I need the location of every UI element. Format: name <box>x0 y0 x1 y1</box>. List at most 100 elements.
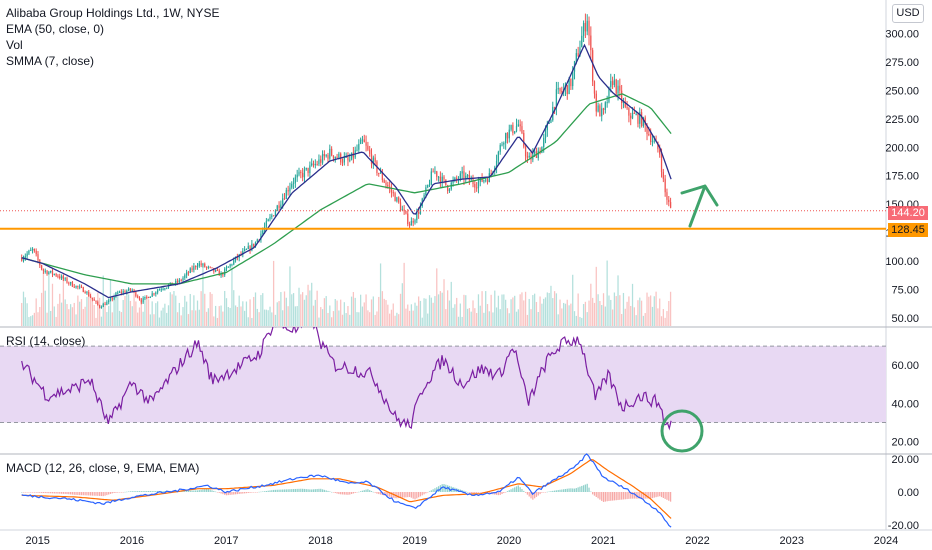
candle-body <box>470 179 472 181</box>
volume-bar <box>552 298 554 326</box>
circle-annotation <box>660 409 704 453</box>
histogram-bar <box>240 492 242 494</box>
candle-body <box>142 298 144 303</box>
histogram-bar <box>242 492 244 494</box>
candle-body <box>129 288 132 291</box>
ema-legend[interactable]: EMA (50, close, 0) <box>6 22 105 36</box>
candle-body <box>205 267 208 269</box>
histogram-bar <box>236 492 239 495</box>
volume-bar <box>207 308 210 326</box>
volume-bar <box>648 296 650 326</box>
candle-body <box>635 113 637 115</box>
candle-body <box>274 210 277 216</box>
volume-bar <box>240 306 242 326</box>
histogram-bar <box>182 490 184 492</box>
candle-body <box>459 173 461 180</box>
candle-body <box>454 177 456 181</box>
volume-bar <box>505 299 507 326</box>
histogram-bar <box>526 492 529 495</box>
volume-bar <box>80 299 83 326</box>
volume-bar <box>338 310 340 326</box>
volume-bar <box>631 283 634 326</box>
candle-body <box>378 173 380 175</box>
volume-bar <box>465 295 467 326</box>
histogram-bar <box>149 491 152 492</box>
smma-legend[interactable]: SMMA (7, close) <box>6 54 95 68</box>
volume-bar <box>184 295 186 326</box>
candle-body <box>35 250 37 255</box>
candle-body <box>483 180 485 182</box>
candle-body <box>164 288 166 290</box>
volume-bar <box>285 297 287 326</box>
volume-bar <box>97 292 99 326</box>
histogram-bar <box>356 492 358 493</box>
histogram-bar <box>59 492 61 494</box>
candle-body <box>390 187 393 193</box>
volume-bar <box>653 296 655 326</box>
candle-body <box>137 296 139 298</box>
histogram-bar <box>318 488 320 492</box>
histogram-bar <box>30 492 32 493</box>
macd-title[interactable]: MACD (12, 26, close, 9, EMA, EMA) <box>6 461 200 475</box>
histogram-bar <box>216 492 219 493</box>
volume-bar <box>521 292 523 326</box>
histogram-bar <box>352 492 355 494</box>
histogram-bar <box>117 492 119 493</box>
candle-body <box>225 267 228 269</box>
candle-body <box>84 292 86 294</box>
histogram-bar <box>66 492 68 495</box>
histogram-bar <box>234 492 237 495</box>
volume-bar <box>495 307 498 326</box>
histogram-bar <box>187 490 190 492</box>
volume-bar <box>251 317 253 326</box>
histogram-bar <box>282 489 284 492</box>
histogram-bar <box>610 492 612 501</box>
candle-body <box>651 141 654 143</box>
volume-bar <box>512 297 514 326</box>
chart-title: Alibaba Group Holdings Ltd., 1W, NYSE <box>6 6 220 20</box>
histogram-bar <box>247 492 249 493</box>
candle-body <box>156 290 159 293</box>
candle-body <box>476 187 478 189</box>
volume-bar <box>476 312 478 326</box>
time-tick-label: 2019 <box>402 535 426 547</box>
candle-body <box>102 303 104 308</box>
histogram-bar <box>434 488 436 492</box>
rsi-title[interactable]: RSI (14, close) <box>6 334 86 348</box>
histogram-bar <box>546 491 548 493</box>
candle-body <box>138 297 141 300</box>
candle-body <box>231 264 233 266</box>
volume-bar <box>539 296 541 326</box>
candle-body <box>408 224 411 226</box>
volume-bar <box>421 317 423 326</box>
histogram-bar <box>98 492 101 496</box>
histogram-bar <box>213 490 215 492</box>
histogram-bar <box>657 492 659 497</box>
volume-bar <box>430 297 432 326</box>
volume-bar <box>445 309 447 326</box>
volume-bars <box>21 260 672 326</box>
candle-body <box>416 211 418 221</box>
currency-button[interactable]: USD <box>892 4 924 23</box>
histogram-bar <box>642 492 645 499</box>
volume-bar <box>62 274 65 326</box>
candle-body <box>256 239 258 242</box>
candle-body <box>577 53 579 57</box>
volume-legend[interactable]: Vol <box>6 38 23 52</box>
histogram-bar <box>532 492 534 500</box>
volume-bar <box>640 300 643 326</box>
volume-bar <box>452 307 454 326</box>
candle-body <box>582 23 585 36</box>
candle-body <box>642 117 645 126</box>
histogram-bar <box>140 491 142 492</box>
histogram-bar <box>269 490 271 492</box>
candle-body <box>276 205 278 211</box>
histogram-bar <box>396 492 398 499</box>
volume-bar <box>546 292 548 326</box>
volume-bar <box>88 295 90 326</box>
volume-bar <box>209 292 211 326</box>
volume-bar <box>77 295 79 326</box>
volume-bar <box>39 306 41 326</box>
volume-bar <box>341 314 344 326</box>
rsi-tick-label: 20.00 <box>891 437 919 449</box>
